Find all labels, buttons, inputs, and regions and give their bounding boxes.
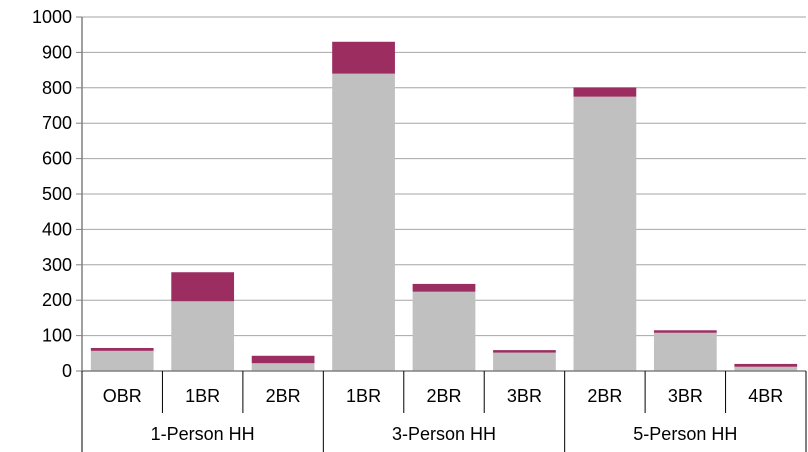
x-group-label: 3-Person HH [392, 424, 496, 444]
bar-segment [90, 350, 154, 371]
bar-segment [573, 87, 637, 97]
x-category-label: 2BR [266, 386, 301, 406]
y-tick-label: 900 [42, 42, 72, 62]
bar-segment [171, 272, 235, 302]
x-category-labels: OBR 1BR 2BR 1BR 2BR 3BR 2BR 3BR 4BR [103, 386, 784, 406]
bar-segment [734, 363, 798, 367]
x-group-label: 1-Person HH [151, 424, 255, 444]
y-tick-label: 600 [42, 149, 72, 169]
x-category-label: 3BR [668, 386, 703, 406]
x-category-label: 4BR [748, 386, 783, 406]
bars [90, 41, 798, 372]
y-tick-label: 700 [42, 113, 72, 133]
x-category-label: 2BR [587, 386, 622, 406]
bar-segment [573, 96, 637, 372]
y-tick-label: 500 [42, 184, 72, 204]
bar-segment [251, 355, 315, 364]
y-tick-labels: 0 100 200 300 400 500 600 700 800 900 1000 [32, 7, 72, 381]
y-tick-label: 200 [42, 290, 72, 310]
y-tick-label: 400 [42, 219, 72, 239]
bar-segment [493, 350, 556, 353]
y-tick-label: 0 [62, 361, 72, 381]
x-category-label: 3BR [507, 386, 542, 406]
bar-segment [493, 352, 556, 371]
x-category-label: OBR [103, 386, 142, 406]
y-tick-label: 1000 [32, 7, 72, 27]
x-category-label: 1BR [185, 386, 220, 406]
y-tick-label: 800 [42, 78, 72, 98]
x-group-labels: 1-Person HH 3-Person HH 5-Person HH [151, 424, 738, 444]
y-tick-label: 100 [42, 326, 72, 346]
x-group-label: 5-Person HH [633, 424, 737, 444]
x-category-label: 2BR [426, 386, 461, 406]
x-category-label: 1BR [346, 386, 381, 406]
bar-segment [251, 363, 315, 371]
bar-segment [653, 330, 717, 333]
y-tick-label: 300 [42, 255, 72, 275]
bar-segment [332, 73, 395, 371]
bar-segment [332, 41, 395, 74]
bar-segment [171, 301, 235, 371]
bar-segment [90, 347, 154, 351]
bar-segment [653, 332, 717, 371]
bar-segment [412, 283, 476, 292]
bar-segment [412, 291, 476, 371]
bar-segment [734, 366, 798, 371]
axes [76, 16, 807, 452]
